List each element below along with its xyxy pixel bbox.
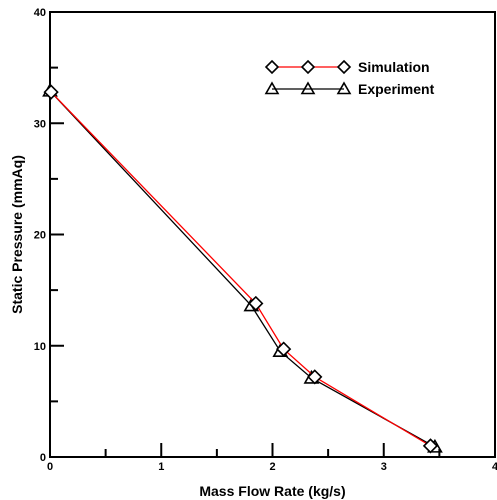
diamond-marker: [43, 84, 59, 100]
diamond-marker: [275, 341, 292, 357]
legend: Simulation Experiment: [260, 55, 460, 105]
y-axis-label: Static Pressure (mmAq): [9, 155, 25, 314]
triangle-marker: [336, 81, 352, 95]
y-tick-label: 40: [34, 7, 46, 19]
x-tick-label: 0: [47, 461, 53, 473]
y-tick-label: 30: [34, 118, 46, 130]
legend-label: Simulation: [358, 59, 430, 75]
triangle-marker: [264, 81, 280, 95]
x-axis-label: Mass Flow Rate (kg/s): [199, 483, 345, 499]
x-tick-label: 1: [158, 461, 164, 473]
legend-label: Experiment: [358, 81, 435, 97]
x-tick-label: 2: [269, 461, 275, 473]
series-layer: [42, 82, 443, 454]
legend-item: Experiment: [264, 81, 435, 97]
x-tick-label: 3: [381, 461, 387, 473]
y-tick-label: 10: [34, 341, 46, 353]
series-line: [49, 90, 436, 448]
diamond-marker: [336, 59, 352, 75]
triangle-marker: [300, 81, 316, 95]
diamond-marker: [264, 59, 280, 75]
diamond-marker: [248, 295, 264, 312]
legend-box: [260, 55, 460, 105]
diamond-marker: [422, 438, 439, 454]
legend-item: Simulation: [264, 59, 430, 75]
y-tick-label: 0: [40, 452, 46, 464]
series-simulation: [43, 84, 439, 454]
diamond-marker: [307, 369, 323, 385]
series-line: [50, 91, 431, 447]
axis-ticks: [49, 11, 496, 458]
series-experiment: [42, 82, 443, 453]
x-tick-label: 4: [492, 461, 497, 473]
y-tick-label: 20: [34, 230, 46, 242]
diamond-marker: [300, 59, 316, 75]
